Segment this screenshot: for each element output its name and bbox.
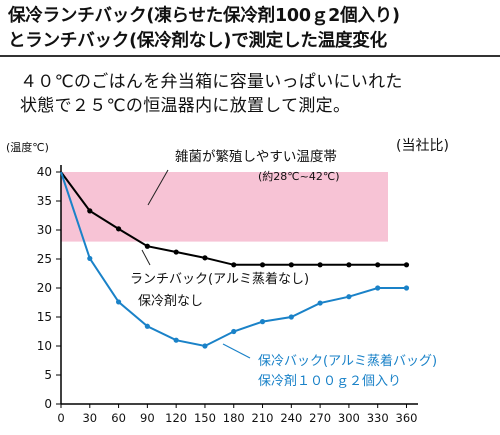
series-0-point (403, 262, 410, 268)
source-note: (当社比) (396, 138, 449, 154)
x-tick-label: 0 (57, 411, 64, 425)
series-0-point (87, 208, 93, 214)
series-1-point (115, 299, 122, 305)
description-line1: ４０℃のごはんを弁当箱に容量いっぱいにいれた (20, 72, 403, 92)
series-0-point (115, 226, 122, 232)
series-1-point (346, 294, 352, 300)
series-1-point (173, 337, 179, 343)
x-tick-label: 270 (309, 411, 331, 425)
y-ticks: 0 5 10 15 20 25 30 35 40 (37, 165, 61, 411)
series-1-point (87, 255, 93, 262)
series-1-point (375, 285, 381, 291)
series-1-point (259, 319, 266, 325)
x-tick-label: 240 (280, 411, 302, 425)
x-tick-label: 210 (252, 411, 274, 425)
y-tick-label: 35 (37, 194, 52, 208)
chart-title-line2: とランチバック(保冷剤なし)で測定した温度変化 (8, 31, 387, 51)
series-0-point (202, 255, 208, 261)
description-line2: 状態で２５℃の恒温器内に放置して測定。 (20, 96, 351, 116)
bacteria-band (61, 172, 388, 242)
series-0-point (259, 262, 266, 268)
chart-title-line1: 保冷ランチバック(凍らせた保冷剤100ｇ2個入り) (8, 6, 400, 26)
series-1-label-line2: 保冷剤１００ｇ２個入り (258, 373, 401, 389)
series-0-point (231, 262, 237, 268)
band-sublabel: (約28℃~42℃) (258, 169, 340, 183)
x-tick-label: 90 (140, 411, 155, 425)
x-tick-label: 60 (111, 411, 126, 425)
x-tick-label: 30 (82, 411, 97, 425)
series-0-pointer (141, 249, 151, 266)
band-label: 雑菌が繁殖しやすい温度帯 (175, 148, 337, 165)
series-0-point (144, 243, 150, 249)
title-divider (0, 55, 500, 57)
series-1-pointer (222, 343, 251, 359)
series-1-point (403, 285, 410, 291)
x-tick-label: 330 (367, 411, 389, 425)
series-1-label-line1: 保冷バック(アルミ蒸着バッグ) (258, 353, 437, 369)
x-tick-label: 120 (165, 411, 187, 425)
series-0-point (375, 262, 381, 268)
band-label-pointer (147, 169, 169, 206)
x-tick-label: 300 (338, 411, 360, 425)
series-layer (60, 171, 410, 349)
series-1-point (288, 314, 294, 320)
series-0-point (288, 262, 294, 268)
y-tick-label: 15 (37, 310, 52, 324)
y-tick-label: 40 (37, 165, 52, 179)
series-1-point (144, 323, 150, 329)
series-1-point (202, 343, 208, 349)
x-tick-label: 180 (223, 411, 245, 425)
series-1-point (231, 328, 237, 335)
series-0-label-line2: 保冷剤なし (138, 293, 203, 309)
y-tick-label: 20 (37, 281, 52, 295)
y-tick-label: 0 (44, 397, 52, 411)
y-axis-label: (温度℃) (6, 140, 49, 154)
series-0-point (173, 249, 179, 255)
series-0-point (317, 262, 323, 268)
y-tick-label: 25 (37, 252, 52, 266)
y-tick-label: 5 (44, 368, 52, 382)
series-1-point (317, 300, 323, 306)
y-tick-label: 30 (37, 223, 52, 237)
y-tick-label: 10 (37, 339, 52, 353)
x-tick-label: 150 (194, 411, 216, 425)
x-tick-label: 360 (396, 411, 418, 425)
series-0-point (346, 262, 352, 268)
series-0-label-line1: ランチバック(アルミ蒸着なし) (130, 271, 309, 287)
x-ticks: 0 30 60 90 120 150 180 210 240 270 300 330 360 (57, 404, 417, 425)
